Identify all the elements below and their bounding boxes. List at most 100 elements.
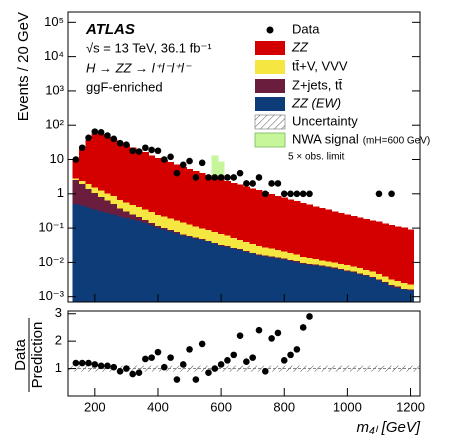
legend-label: NWA signal [292, 131, 359, 146]
histogram-bar [337, 270, 345, 302]
ratio-point [173, 376, 181, 383]
ratio-point [299, 324, 307, 331]
legend-label: Uncertainty [292, 113, 358, 128]
ratio-point [154, 348, 162, 356]
histogram-bar [363, 276, 370, 302]
x-tick-label: 600 [210, 399, 232, 414]
data-point [192, 174, 200, 181]
ratio-point [306, 313, 313, 320]
data-point [97, 129, 105, 136]
histogram-bar [135, 221, 143, 302]
ratio-point [217, 361, 225, 368]
y-tick-label: 10² [45, 117, 64, 132]
histogram-bar [199, 228, 206, 240]
histogram-bar [337, 212, 345, 264]
histogram-bar [293, 254, 301, 262]
histogram-bar [217, 179, 225, 235]
histogram-bar [281, 258, 288, 260]
histogram-bar [255, 254, 263, 256]
histogram-bar [135, 217, 143, 222]
ratio-point [85, 359, 92, 367]
data-point [179, 161, 187, 169]
ratio-point [167, 354, 174, 361]
y-tick-label: 10 [50, 151, 64, 166]
histogram-bar [186, 235, 194, 238]
ratio-point [78, 359, 86, 367]
histogram-bar [300, 256, 307, 264]
legend-note: 5 × obs. limit [288, 152, 345, 163]
ratio-point [72, 359, 80, 367]
histogram-bar [287, 252, 295, 260]
histogram-bar [401, 283, 408, 289]
histogram-bar [236, 249, 244, 302]
histogram-bar [230, 237, 238, 248]
ratio-label-top: Data [12, 339, 29, 371]
ratio-point [104, 362, 111, 370]
histogram-bar [79, 205, 86, 302]
histogram-bar [72, 204, 80, 302]
data-point [306, 190, 313, 198]
main-plot [72, 128, 415, 302]
data-point [268, 180, 275, 187]
histogram-bar [337, 263, 345, 270]
histogram-bar [243, 186, 250, 242]
data-point [135, 148, 143, 155]
ratio-point [135, 369, 143, 376]
histogram-bar [350, 271, 358, 273]
histogram-bar [337, 269, 345, 271]
histogram-bar [116, 141, 124, 200]
data-point [211, 174, 219, 181]
histogram-bar [224, 247, 231, 302]
histogram-bar [249, 244, 257, 253]
histogram-bar [211, 242, 219, 244]
histogram-bar [268, 257, 276, 302]
ratio-label-bottom: Prediction [29, 322, 46, 389]
y-tick-label: 10⁻¹ [38, 220, 64, 235]
histogram-bar [281, 251, 288, 259]
histogram-bar [135, 207, 143, 218]
ratio-point [148, 354, 155, 361]
data-point [154, 147, 162, 155]
ratio-point [123, 365, 130, 372]
legend-swatch [254, 114, 286, 130]
histogram-bar [72, 178, 80, 181]
histogram-bar [186, 237, 194, 302]
histogram-bar [274, 258, 282, 302]
histogram-bar [72, 180, 80, 205]
histogram-bar [287, 259, 295, 261]
histogram-bar [217, 245, 225, 247]
data-point [230, 174, 238, 181]
histogram-bar [300, 263, 307, 264]
histogram-bar [104, 212, 112, 302]
histogram-bar [268, 194, 276, 249]
histogram-bar [325, 261, 333, 267]
data-point [217, 174, 225, 181]
histogram-bar [110, 139, 118, 197]
histogram-bar [205, 241, 213, 302]
y-tick-label: 10⁴ [44, 48, 64, 63]
histogram-bar [97, 190, 105, 198]
ratio-point [198, 340, 206, 348]
data-point [167, 153, 174, 161]
histogram-bar [199, 239, 206, 240]
histogram-bar [350, 272, 358, 302]
histogram-bar [180, 234, 187, 236]
histogram-bar [243, 250, 250, 253]
histogram-bar [123, 217, 130, 302]
histogram-bar [211, 177, 219, 232]
histogram-bar [407, 289, 415, 291]
histogram-bar [173, 164, 181, 221]
data-point [249, 180, 256, 187]
histogram-bar [388, 286, 396, 302]
ratio-tick-label: 1 [55, 360, 62, 375]
histogram-bar [249, 253, 257, 302]
histogram-bar [375, 273, 383, 280]
data-point [287, 190, 294, 198]
data-point [116, 139, 124, 147]
histogram-bar [388, 279, 396, 285]
data-point [142, 144, 149, 152]
histogram-bar [356, 217, 364, 269]
y-tick-label: 10⁻³ [38, 288, 64, 303]
ratio-point [268, 335, 275, 342]
histogram-bar [224, 181, 231, 236]
